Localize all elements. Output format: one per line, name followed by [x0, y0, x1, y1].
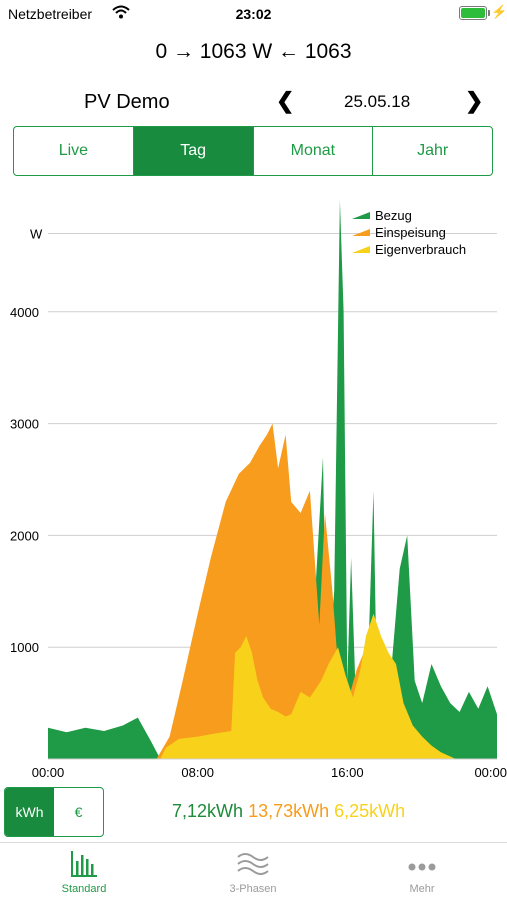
series-area-eigenverbrauch: [160, 613, 456, 759]
tab-bar: Standard 3-Phasen Mehr: [0, 842, 507, 901]
total-einspeisung: 13,73kWh: [248, 801, 330, 821]
legend-label: Bezug: [375, 208, 412, 223]
tab-live[interactable]: Live: [14, 127, 134, 175]
battery-icon: [459, 6, 490, 20]
date-label: 25.05.18: [344, 92, 411, 111]
more-dots-icon: [362, 843, 482, 879]
x-tick-label: 00:00: [32, 765, 65, 780]
daily-totals: 7,12kWh 13,73kWh 6,25kWh: [172, 801, 405, 822]
y-tick-label: 4000: [10, 305, 39, 320]
tabbar-3-phasen[interactable]: 3-Phasen: [193, 843, 313, 895]
system-title: PV Demo: [84, 91, 170, 113]
y-unit-label: W: [30, 227, 43, 242]
charging-bolt-icon: ⚡: [491, 4, 507, 19]
legend-swatch-einspeisung: [352, 229, 370, 236]
wifi-icon: [112, 5, 130, 22]
tab-monat[interactable]: Monat: [254, 127, 374, 175]
legend-swatch-eigenverbrauch: [352, 246, 370, 253]
tabbar-3-phasen-label: 3-Phasen: [229, 883, 277, 895]
status-bar: Netzbetreiber 23:02 ⚡: [0, 0, 507, 28]
chevron-left-icon[interactable]: ❮: [276, 88, 295, 113]
waves-icon: [193, 843, 313, 879]
total-eigenverbrauch: 6,25kWh: [334, 801, 406, 821]
tabbar-mehr[interactable]: Mehr: [362, 843, 482, 895]
x-tick-label: 08:00: [181, 765, 214, 780]
series-area-einspeisung: [156, 423, 415, 759]
tab-jahr[interactable]: Jahr: [417, 142, 449, 159]
unit-toggle: kWh €: [4, 787, 104, 837]
x-tick-label: 16:00: [331, 765, 364, 780]
carrier-label: Netzbetreiber: [8, 6, 93, 22]
period-segmented-control: Live Tag Monat Jahr: [13, 126, 493, 176]
tabbar-standard-label: Standard: [61, 883, 107, 895]
bar-chart-icon: [24, 843, 144, 879]
tabbar-standard[interactable]: Standard: [24, 843, 144, 895]
energy-chart: 1000 2000 3000 4000 W 00:00 08:00 16:00 00:00 Bez…: [10, 200, 507, 780]
total-bezug: 7,12kWh: [172, 801, 244, 821]
unit-kwh-button[interactable]: kWh: [5, 788, 54, 836]
y-tick-label: 2000: [10, 528, 39, 543]
legend-label: Eigenverbrauch: [375, 242, 466, 257]
x-tick-label: 00:00: [474, 765, 507, 780]
legend-swatch-bezug: [352, 212, 370, 219]
tab-tag[interactable]: Tag: [133, 127, 254, 175]
clock: 23:02: [235, 6, 272, 22]
unit-euro-button[interactable]: €: [74, 804, 83, 820]
y-tick-label: 3000: [10, 417, 39, 432]
chevron-right-icon[interactable]: ❯: [465, 88, 484, 113]
tabbar-mehr-label: Mehr: [409, 883, 435, 895]
legend-label: Einspeisung: [375, 225, 446, 240]
power-flow-readout: 0 → 1063 W ← 1063: [155, 40, 352, 63]
y-tick-label: 1000: [10, 640, 39, 655]
